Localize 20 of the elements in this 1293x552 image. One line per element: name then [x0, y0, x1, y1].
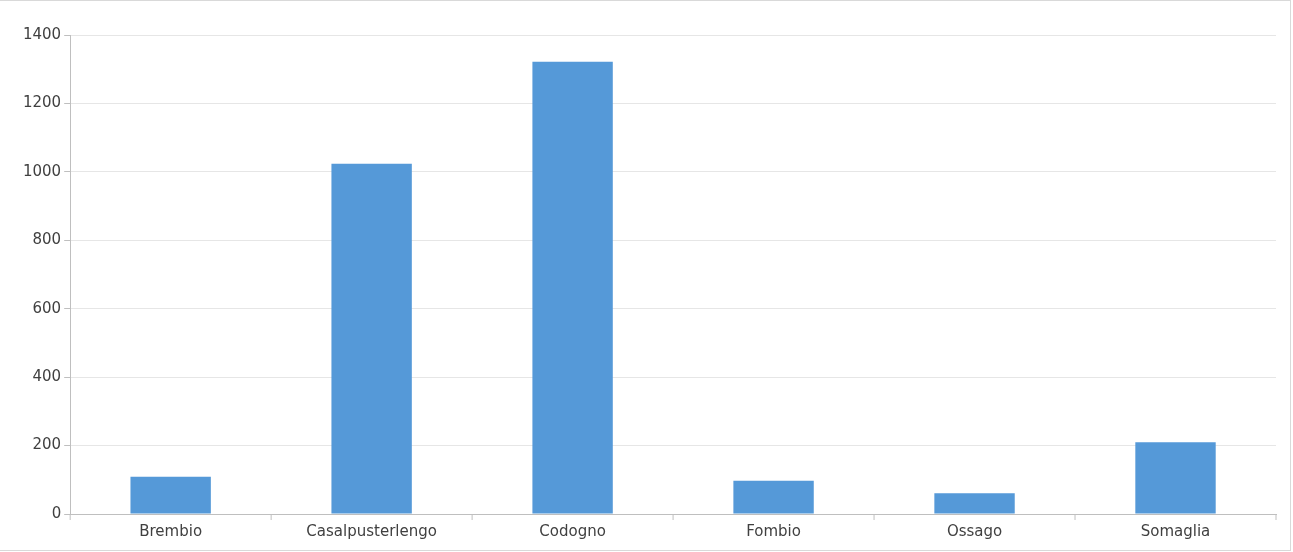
bar	[532, 61, 613, 514]
bar	[1135, 442, 1216, 514]
y-tick-label: 1000	[22, 161, 62, 180]
bar	[934, 493, 1015, 514]
bar	[733, 480, 814, 514]
x-tick-label: Ossago	[946, 521, 1003, 540]
x-tick-label: Codogno	[539, 521, 606, 540]
y-tick-label: 800	[32, 230, 62, 249]
y-tick-label: 200	[32, 435, 62, 454]
bar	[130, 476, 211, 514]
x-tick-label: Casalpusterlengo	[306, 521, 437, 540]
y-tick-label: 0	[51, 503, 62, 522]
x-tick-label: Fombio	[746, 521, 801, 540]
y-tick-label: 1200	[22, 93, 62, 112]
y-tick-label: 1400	[22, 24, 62, 43]
y-tick-label: 400	[32, 367, 62, 386]
bar	[331, 163, 412, 514]
y-tick-label: 600	[32, 298, 62, 317]
x-tick-label: Somaglia	[1140, 521, 1211, 540]
x-tick-label: Brembio	[139, 521, 203, 540]
